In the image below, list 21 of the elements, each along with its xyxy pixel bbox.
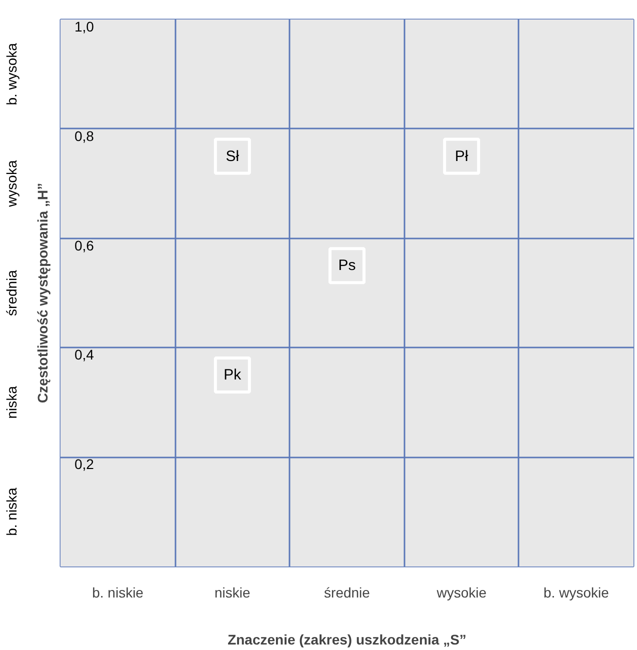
annotation: Pk: [224, 366, 242, 384]
x-tick-label: niskie: [214, 584, 251, 600]
annotation: Ps: [338, 257, 356, 274]
y-tick-label: 0,6: [74, 237, 94, 254]
x-tick-label: b. niskie: [92, 584, 144, 600]
x-axis-title: Znaczenie (zakres) uszkodzenia „S”: [228, 632, 466, 648]
band-label: b. wysoka: [4, 42, 20, 106]
band-label: b. niska: [4, 487, 20, 536]
band-label: wysoka: [4, 160, 20, 208]
y-tick-label: 0,8: [74, 128, 94, 144]
y-tick-label: 0,4: [74, 346, 94, 363]
y-tick-label: 1,0: [74, 18, 94, 34]
x-tick-label: średnie: [324, 584, 370, 600]
annotation: Pł: [454, 148, 469, 165]
y-axis-title: Częstotliwość występowania „H”: [34, 182, 50, 404]
y-tick-label: 0,2: [74, 456, 94, 472]
x-tick-label: wysokie: [436, 584, 487, 600]
annotation: Sł: [226, 148, 240, 165]
band-label: średnia: [4, 270, 20, 316]
band-label: niska: [4, 386, 20, 419]
x-tick-label: b. wysokie: [544, 584, 610, 600]
